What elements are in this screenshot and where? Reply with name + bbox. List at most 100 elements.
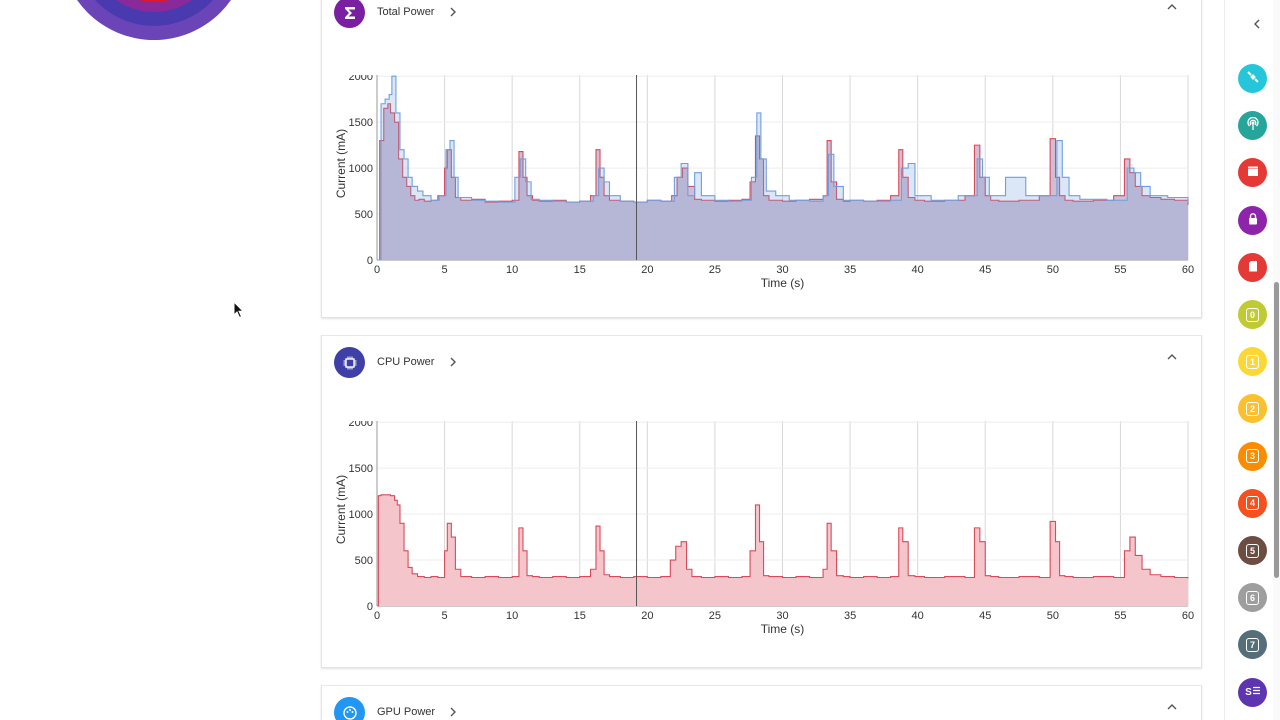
y-tick-label: 2000 (349, 75, 373, 83)
cpu-power-title: CPU Power (377, 356, 435, 368)
y-tick-label: 1500 (349, 463, 373, 475)
chevron-up-icon[interactable] (1164, 0, 1180, 15)
y-tick-label: 0 (367, 255, 373, 267)
right-sidebar: 0 1 2 3 4 5 6 7 S (1224, 0, 1280, 720)
gpu-palette-icon (334, 697, 365, 720)
scrollbar-thumb[interactable] (1274, 282, 1279, 578)
x-tick-label: 40 (912, 264, 924, 276)
cpu-power-card: CPU Power 0 5 10 15 20 25 30 35 40 45 50 55 60 0 500 10… (321, 335, 1202, 668)
y-tick-label: 1000 (349, 509, 373, 521)
chevron-right-icon[interactable] (446, 354, 460, 370)
series-line-total-blue (377, 75, 1189, 261)
total-power-chart: 0 5 10 15 20 25 30 35 40 45 50 55 60 0 500 1000 1500 2000… (334, 75, 1194, 290)
y-axis-label: Current (mA) (334, 129, 348, 198)
chevron-right-icon[interactable] (446, 4, 460, 20)
x-tick-label: 5 (442, 264, 448, 276)
sidebar-button-security[interactable] (1238, 205, 1267, 235)
x-tick-label: 25 (709, 264, 721, 276)
x-tick-label: 20 (641, 264, 653, 276)
list-icon: S (1245, 686, 1260, 698)
x-tick-label: 20 (641, 610, 653, 622)
core-icon: 4 (1246, 496, 1259, 511)
gpu-power-title: GPU Power (377, 706, 436, 718)
sidebar-button-antenna[interactable] (1238, 111, 1267, 141)
x-tick-label: 50 (1047, 610, 1059, 622)
sidebar-button-core-6[interactable]: 6 (1238, 583, 1267, 613)
sidebar-button-core-0[interactable]: 0 (1238, 300, 1267, 329)
sidebar-button-system[interactable]: S (1238, 677, 1267, 707)
sidebar-button-satellite[interactable] (1238, 64, 1267, 93)
x-axis-label: Time (s) (761, 276, 805, 290)
chevron-left-icon[interactable] (1249, 16, 1265, 32)
series-area-cpu (377, 494, 1188, 606)
clapper-icon (1246, 164, 1260, 181)
sd-card-icon (1246, 259, 1260, 276)
y-tick-label: 1000 (349, 163, 373, 175)
x-axis-label: Time (s) (761, 622, 805, 636)
satellite-icon (1246, 70, 1260, 87)
x-tick-label: 0 (374, 610, 380, 622)
core-icon: 0 (1246, 307, 1259, 322)
sidebar-button-core-3[interactable]: 3 (1238, 441, 1267, 471)
y-tick-label: 2000 (349, 421, 373, 429)
sidebar-button-display[interactable] (1238, 158, 1267, 188)
sidebar-button-core-4[interactable]: 4 (1238, 488, 1267, 518)
x-tick-label: 35 (844, 264, 856, 276)
gauge-middle-ring (95, 0, 213, 26)
x-tick-label: 45 (979, 264, 991, 276)
sidebar-button-core-2[interactable]: 2 (1238, 394, 1267, 424)
gauge-core (139, 0, 169, 2)
series-line-cpu (377, 494, 1189, 607)
core-icon: 7 (1246, 637, 1259, 652)
x-tick-label: 35 (844, 610, 856, 622)
total-power-title: Total Power (377, 6, 435, 18)
sidebar-button-core-1[interactable]: 1 (1238, 347, 1267, 377)
scrollbar[interactable] (1273, 0, 1280, 720)
x-tick-label: 0 (374, 264, 380, 276)
system-label: S (1245, 687, 1252, 699)
chevron-right-icon[interactable] (446, 704, 460, 720)
y-tick-label: 500 (355, 555, 373, 567)
gauge-inner-ring (116, 0, 192, 12)
x-tick-label: 60 (1182, 264, 1194, 276)
y-tick-label: 500 (355, 209, 373, 221)
sigma-icon (334, 0, 365, 28)
x-tick-label: 55 (1114, 610, 1126, 622)
chevron-up-icon[interactable] (1164, 699, 1180, 715)
y-tick-label: 1500 (349, 117, 373, 129)
x-tick-label: 60 (1182, 610, 1194, 622)
core-icon: 6 (1246, 590, 1259, 605)
core-icon: 3 (1246, 449, 1259, 464)
y-tick-label: 0 (367, 601, 373, 613)
sidebar-button-core-7[interactable]: 7 (1238, 630, 1267, 660)
core-icon: 1 (1246, 354, 1259, 369)
core-icon: 5 (1246, 543, 1259, 558)
series-area-total-blue (377, 76, 1188, 260)
x-tick-label: 30 (776, 610, 788, 622)
gpu-power-header[interactable]: GPU Power (334, 697, 1194, 720)
total-power-header[interactable]: Total Power (334, 0, 1194, 31)
cpu-chip-icon (334, 347, 365, 378)
x-tick-label: 15 (574, 610, 586, 622)
power-gauge (77, 0, 231, 40)
y-axis-label: Current (mA) (334, 475, 348, 544)
x-tick-label: 5 (442, 610, 448, 622)
x-tick-label: 55 (1114, 264, 1126, 276)
core-icon: 2 (1246, 401, 1259, 416)
cpu-power-chart: 0 5 10 15 20 25 30 35 40 45 50 55 60 0 500 1000 1500 2000… (334, 421, 1194, 636)
x-tick-label: 25 (709, 610, 721, 622)
x-tick-label: 40 (912, 610, 924, 622)
series-area-total-red (377, 103, 1188, 260)
sidebar-button-core-5[interactable]: 5 (1238, 536, 1267, 565)
x-tick-label: 30 (776, 264, 788, 276)
chevron-up-icon[interactable] (1164, 349, 1180, 365)
cpu-power-header[interactable]: CPU Power (334, 347, 1194, 381)
x-tick-label: 10 (506, 264, 518, 276)
x-tick-label: 15 (574, 264, 586, 276)
main-content: Total Power 0 5 10 15 20 25 30 35 40 45 50 55 60 0 500… (77, 0, 1202, 720)
lock-icon (1246, 212, 1260, 229)
sidebar-button-memory[interactable] (1238, 252, 1267, 282)
x-tick-label: 10 (506, 610, 518, 622)
antenna-icon (1246, 117, 1260, 134)
total-power-card: Total Power 0 5 10 15 20 25 30 35 40 45 50 55 60 0 500… (321, 0, 1202, 318)
